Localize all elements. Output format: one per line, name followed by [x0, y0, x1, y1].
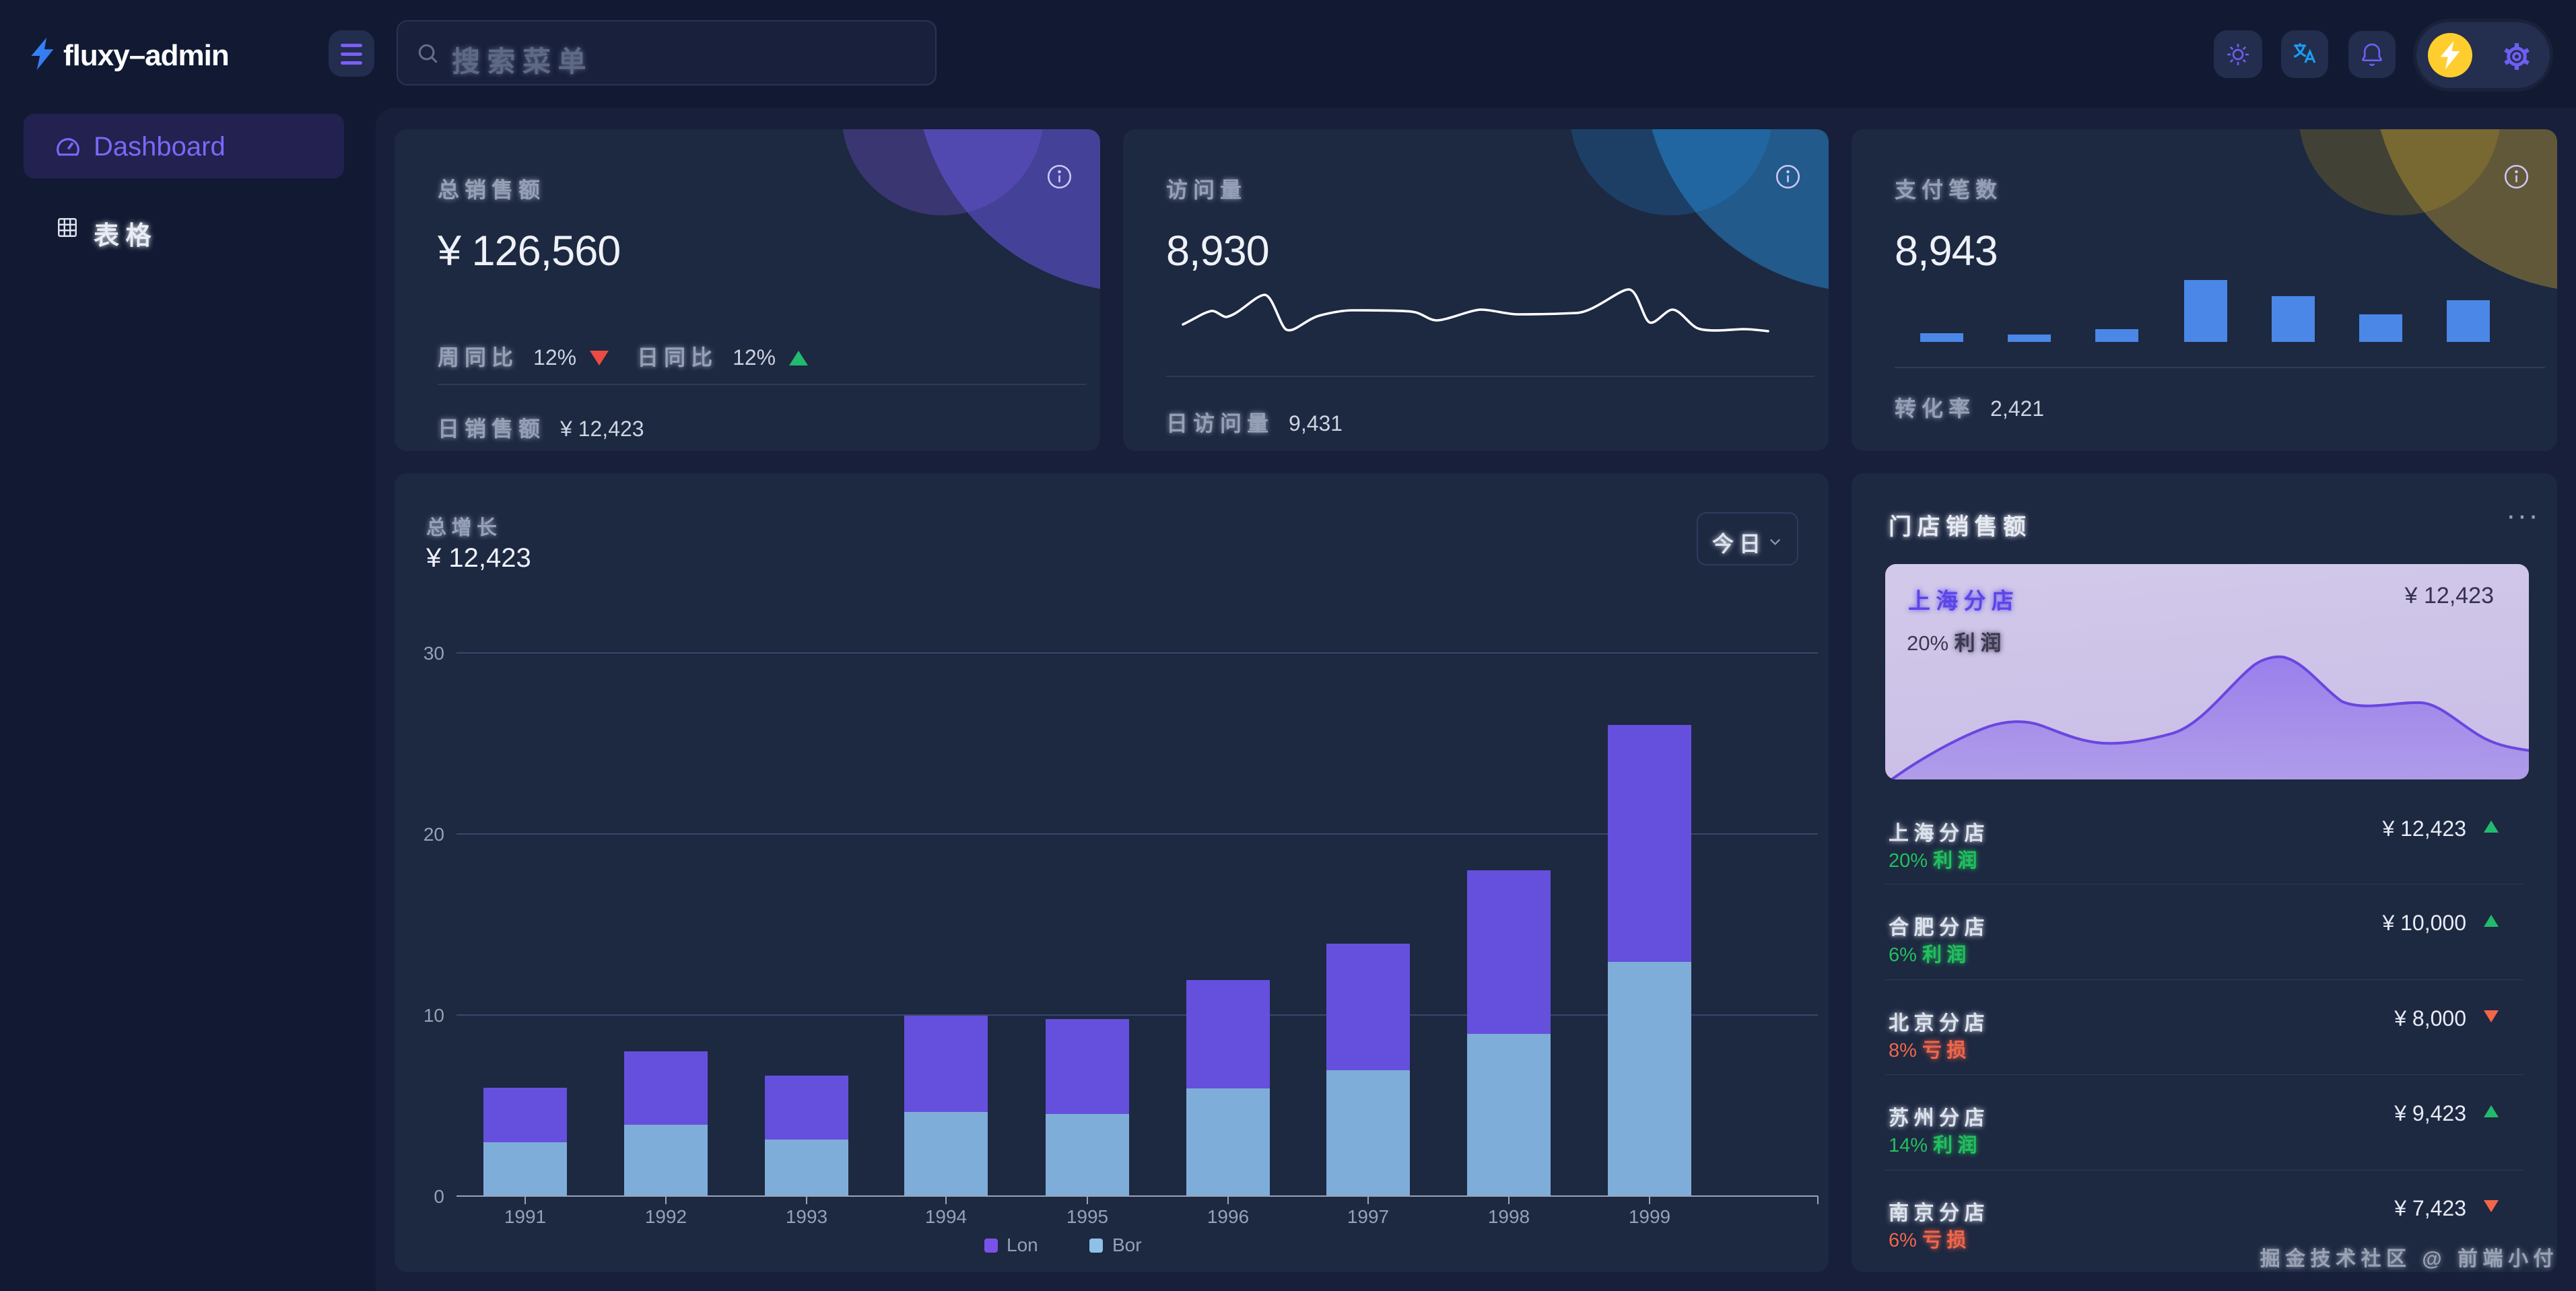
svg-text:1997: 1997	[1347, 1206, 1389, 1227]
svg-text:1993: 1993	[786, 1206, 827, 1227]
svg-text:1999: 1999	[1629, 1206, 1670, 1227]
svg-text:1994: 1994	[925, 1206, 967, 1227]
svg-text:1991: 1991	[504, 1206, 546, 1227]
svg-text:0: 0	[434, 1186, 444, 1207]
svg-text:1998: 1998	[1488, 1206, 1530, 1227]
svg-text:1992: 1992	[645, 1206, 687, 1227]
svg-text:10: 10	[423, 1005, 444, 1026]
svg-text:Lon: Lon	[1007, 1234, 1038, 1255]
svg-text:30: 30	[423, 643, 444, 664]
svg-text:Bor: Bor	[1112, 1234, 1142, 1255]
svg-text:1996: 1996	[1207, 1206, 1249, 1227]
svg-text:1995: 1995	[1066, 1206, 1108, 1227]
svg-text:20: 20	[423, 824, 444, 845]
